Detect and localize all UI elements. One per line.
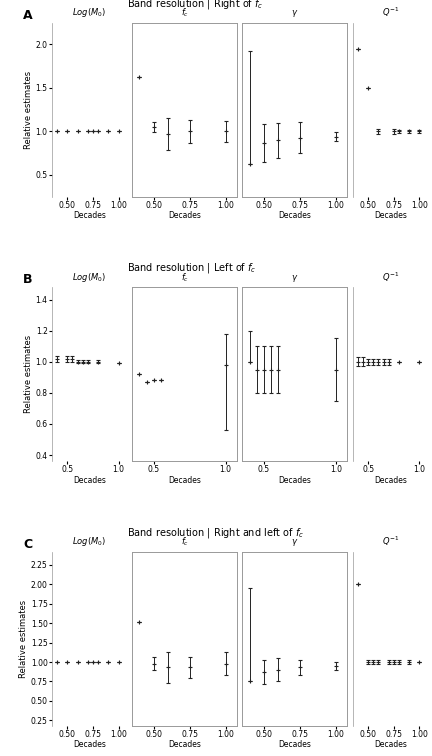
Y-axis label: Relative estimates: Relative estimates xyxy=(19,600,28,678)
Text: $Log(M_0)$: $Log(M_0)$ xyxy=(72,271,106,284)
Text: $Q^{-1}$: $Q^{-1}$ xyxy=(381,534,399,548)
Text: $\gamma$: $\gamma$ xyxy=(291,538,299,548)
X-axis label: Decades: Decades xyxy=(279,476,311,485)
X-axis label: Decades: Decades xyxy=(279,211,311,220)
Text: Band resolution | Left of $f_c$: Band resolution | Left of $f_c$ xyxy=(127,261,257,275)
Text: C: C xyxy=(23,538,32,551)
Y-axis label: Relative estimates: Relative estimates xyxy=(24,335,33,414)
Text: B: B xyxy=(23,273,33,287)
Text: $Log(M_0)$: $Log(M_0)$ xyxy=(72,535,106,548)
Text: A: A xyxy=(23,9,33,22)
Text: $Q^{-1}$: $Q^{-1}$ xyxy=(381,6,399,19)
Text: Band resolution | Right of $f_c$: Band resolution | Right of $f_c$ xyxy=(127,0,264,11)
X-axis label: Decades: Decades xyxy=(73,740,106,749)
Y-axis label: Relative estimates: Relative estimates xyxy=(24,70,33,149)
X-axis label: Decades: Decades xyxy=(374,476,407,485)
X-axis label: Decades: Decades xyxy=(168,476,201,485)
X-axis label: Decades: Decades xyxy=(73,211,106,220)
X-axis label: Decades: Decades xyxy=(168,740,201,749)
Text: Band resolution | Right and left of $f_c$: Band resolution | Right and left of $f_c… xyxy=(127,525,304,540)
Text: $f_c$: $f_c$ xyxy=(181,271,189,284)
X-axis label: Decades: Decades xyxy=(73,476,106,485)
Text: $f_c$: $f_c$ xyxy=(181,536,189,548)
Text: $\gamma$: $\gamma$ xyxy=(291,273,299,284)
Text: $Log(M_0)$: $Log(M_0)$ xyxy=(72,6,106,19)
X-axis label: Decades: Decades xyxy=(374,740,407,749)
X-axis label: Decades: Decades xyxy=(168,211,201,220)
X-axis label: Decades: Decades xyxy=(279,740,311,749)
X-axis label: Decades: Decades xyxy=(374,211,407,220)
Text: $f_c$: $f_c$ xyxy=(181,7,189,19)
Text: $Q^{-1}$: $Q^{-1}$ xyxy=(381,271,399,284)
Text: $\gamma$: $\gamma$ xyxy=(291,8,299,19)
